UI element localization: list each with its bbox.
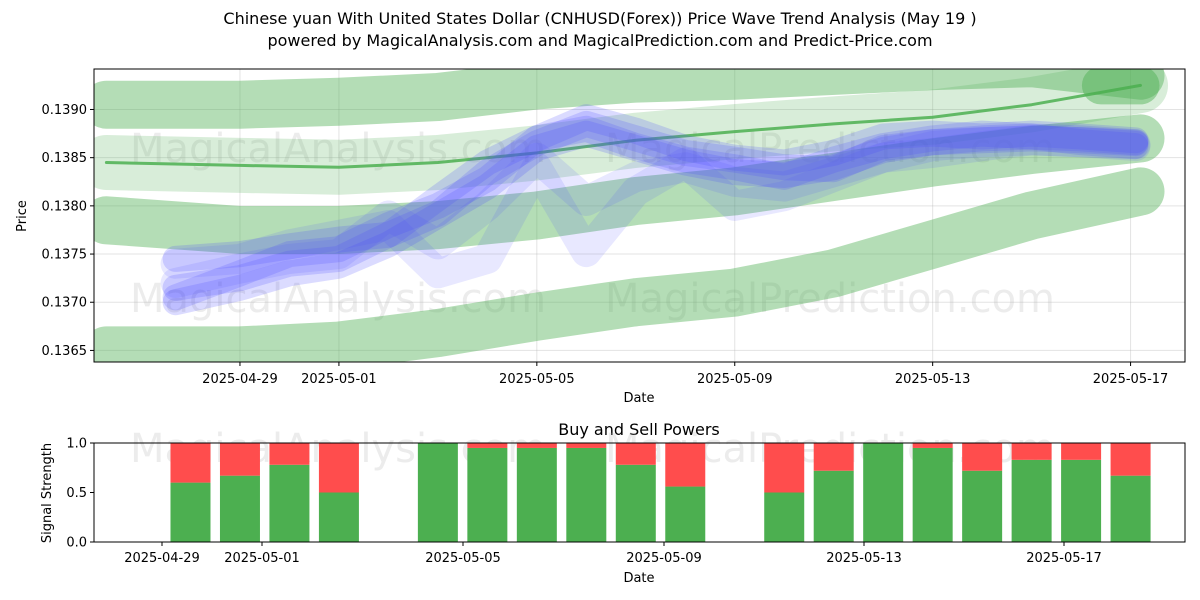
signal-y-label: Signal Strength [40,443,55,543]
sell-bar [170,443,211,483]
buy-bar [1061,459,1102,542]
price-y-axis: 0.1365 0.1370 0.1375 0.1380 0.1385 0.1390 [42,103,94,359]
y-tick-label: 0.0 [66,536,87,551]
price-series [94,69,1168,362]
price-plot: MagicalAnalysis.com MagicalPrediction.co… [15,68,1186,406]
sell-bar [962,443,1003,471]
buy-bar [813,470,854,542]
buy-bar [170,482,211,542]
x-tick-label: 2025-05-17 [1026,551,1102,566]
buy-bar [962,470,1003,542]
buy-bar [417,443,458,542]
x-tick-label: 2025-04-29 [202,372,278,387]
sell-bar [764,443,805,493]
buy-bar [566,447,607,542]
buy-bar [269,464,310,542]
x-tick-label: 2025-05-09 [626,551,702,566]
signal-plot-title: Buy and Sell Powers [558,420,720,439]
x-tick-label: 2025-05-13 [895,372,971,387]
y-tick-label: 1.0 [66,437,87,452]
watermark-text: MagicalAnalysis.com [130,276,546,322]
price-x-label: Date [623,391,654,406]
y-tick-label: 0.5 [66,486,87,501]
y-tick-label: 0.1390 [42,103,88,118]
sell-bar [219,443,260,476]
buy-bar [1011,459,1052,542]
signal-x-label: Date [623,571,654,586]
series-green-lower-band [94,114,1165,254]
sell-bar [516,443,557,448]
series-blue-wave-3 [162,115,1149,301]
x-tick-label: 2025-04-29 [124,551,200,566]
series-blue-wave-1 [162,110,1149,272]
x-tick-label: 2025-05-01 [224,551,300,566]
buy-bar [516,447,557,542]
buy-bar [615,464,656,542]
x-tick-label: 2025-05-13 [826,551,902,566]
y-tick-label: 0.1370 [42,296,88,311]
sell-bar [467,443,508,448]
x-tick-label: 2025-05-17 [1093,372,1169,387]
buy-bar [219,475,260,542]
signal-plot: Buy and Sell Powers MagicalAnalysis.com … [40,420,1186,586]
x-tick-label: 2025-05-09 [697,372,773,387]
buy-bar [863,443,904,542]
sell-bar [813,443,854,471]
signal-bars [170,443,1151,542]
price-grid [94,69,1185,362]
buy-bar [1110,475,1151,542]
buy-bar [665,486,706,542]
buy-bar [318,492,359,542]
series-blue-wave-2 [162,104,1149,311]
signal-x-axis: 2025-04-29 2025-05-01 2025-05-05 2025-05-09… [124,542,1102,566]
price-x-axis: 2025-04-29 2025-05-01 2025-05-05 2025-05-09… [202,362,1168,387]
series-blue-wave-light-1 [160,125,1151,289]
sell-bar [615,443,656,465]
y-tick-label: 0.1380 [42,199,88,214]
series-green-upper-band [94,69,1165,129]
sell-bar [665,443,706,487]
x-tick-label: 2025-05-05 [499,372,575,387]
sell-bar [318,443,359,493]
price-watermarks: MagicalAnalysis.com MagicalPrediction.co… [130,126,1055,322]
sell-bar [1061,443,1102,460]
watermark-text: MagicalPrediction.com [605,126,1055,172]
sell-bar [269,443,310,465]
signal-y-axis: 0.0 0.5 1.0 [66,437,94,551]
buy-bar [912,447,953,542]
buy-bar [764,492,805,542]
series-blue-wave-4 [162,120,1149,316]
chart-subtitle: powered by MagicalAnalysis.com and Magic… [267,31,933,50]
y-tick-label: 0.1365 [42,344,88,359]
sell-bar [912,443,953,448]
watermark-text: MagicalPrediction.com [605,276,1055,322]
series-green-bottom-band [94,167,1165,362]
price-y-label: Price [15,200,30,232]
y-tick-label: 0.1385 [42,151,88,166]
y-tick-label: 0.1375 [42,248,88,263]
sell-bar [1011,443,1052,460]
price-plot-frame [93,68,1186,363]
buy-bar [467,447,508,542]
x-tick-label: 2025-05-05 [425,551,501,566]
sell-bar [1110,443,1151,476]
sell-bar [566,443,607,448]
series-green-center-line [104,83,1142,169]
x-tick-label: 2025-05-01 [301,372,377,387]
chart-title: Chinese yuan With United States Dollar (… [223,9,977,28]
series-blue-wave-light-2 [160,125,1151,298]
